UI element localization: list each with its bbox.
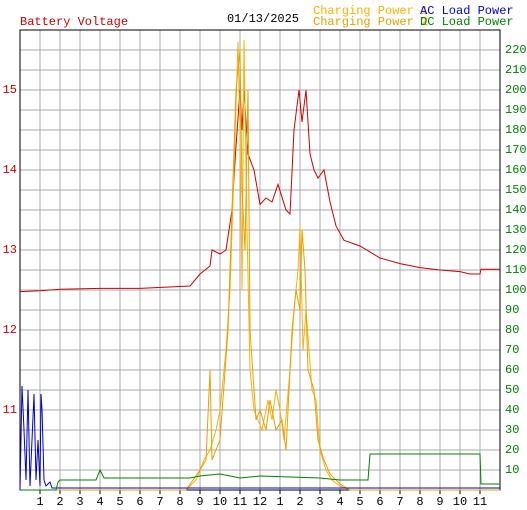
plot-border xyxy=(19,29,501,491)
legend-entry: Battery Voltage xyxy=(20,15,128,29)
x-tick-label: 1 xyxy=(36,495,43,509)
x-tick-label: 6 xyxy=(136,495,143,509)
x-tick-label: 9 xyxy=(436,495,443,509)
x-tick-label: 4 xyxy=(336,495,343,509)
series-line xyxy=(20,49,500,491)
y2-tick-label: 220 xyxy=(505,43,527,57)
series-line xyxy=(19,385,500,491)
legend-entry: Charging Power 2 xyxy=(313,15,428,29)
x-tick-label: 4 xyxy=(96,495,103,509)
y2-tick-label: 100 xyxy=(505,283,527,297)
chart-title: 01/13/2025 xyxy=(227,12,299,26)
legend-entry: AC Load Power xyxy=(420,4,514,18)
x-tick-label: 5 xyxy=(356,495,363,509)
y2-tick-label: 110 xyxy=(505,263,527,277)
y2-tick-label: 70 xyxy=(505,343,519,357)
y2-tick-label: 190 xyxy=(505,103,527,117)
y-tick-label: 15 xyxy=(3,83,17,97)
x-tick-label: 2 xyxy=(56,495,63,509)
x-tick-label: 8 xyxy=(176,495,183,509)
x-tick-label: 2 xyxy=(296,495,303,509)
y2-tick-label: 210 xyxy=(505,63,527,77)
y2-tick-label: 30 xyxy=(505,423,519,437)
x-tick-label: 7 xyxy=(396,495,403,509)
x-tick-label: 9 xyxy=(196,495,203,509)
y2-tick-label: 40 xyxy=(505,403,519,417)
x-tick-label: 12 xyxy=(253,495,267,509)
y2-tick-label: 80 xyxy=(505,323,519,337)
y2-tick-label: 160 xyxy=(505,163,527,177)
series-line xyxy=(20,39,500,491)
y2-tick-label: 200 xyxy=(505,83,527,97)
x-tick-label: 10 xyxy=(453,495,467,509)
y2-tick-label: 120 xyxy=(505,243,527,257)
legend-entry: Charging Power 1 xyxy=(313,4,428,18)
x-tick-label: 11 xyxy=(473,495,487,509)
x-tick-label: 5 xyxy=(116,495,123,509)
y2-tick-label: 90 xyxy=(505,303,519,317)
y2-tick-label: 10 xyxy=(505,463,519,477)
x-tick-label: 7 xyxy=(156,495,163,509)
y2-tick-label: 20 xyxy=(505,443,519,457)
y2-tick-label: 170 xyxy=(505,143,527,157)
series-line xyxy=(20,453,500,491)
y2-tick-label: 140 xyxy=(505,203,527,217)
x-tick-label: 11 xyxy=(233,495,247,509)
series-line xyxy=(19,89,500,293)
legend-entry: DC Load Power xyxy=(420,15,514,29)
y2-tick-label: 50 xyxy=(505,383,519,397)
x-tick-label: 3 xyxy=(76,495,83,509)
x-tick-label: 10 xyxy=(213,495,227,509)
y2-tick-label: 150 xyxy=(505,183,527,197)
x-tick-label: 1 xyxy=(276,495,283,509)
y2-tick-label: 60 xyxy=(505,363,519,377)
y-tick-label: 14 xyxy=(3,163,17,177)
x-tick-label: 8 xyxy=(416,495,423,509)
y-tick-label: 13 xyxy=(3,243,17,257)
x-tick-label: 3 xyxy=(316,495,323,509)
y-tick-label: 11 xyxy=(3,403,17,417)
y2-tick-label: 180 xyxy=(505,123,527,137)
y2-tick-label: 130 xyxy=(505,223,527,237)
x-tick-label: 6 xyxy=(376,495,383,509)
y-tick-label: 12 xyxy=(3,323,17,337)
